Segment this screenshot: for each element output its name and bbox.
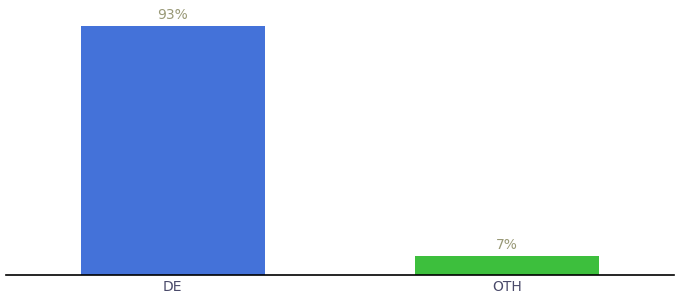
Bar <box>81 26 265 275</box>
Bar <box>415 256 599 275</box>
Text: 7%: 7% <box>496 238 518 252</box>
Text: 93%: 93% <box>157 8 188 22</box>
